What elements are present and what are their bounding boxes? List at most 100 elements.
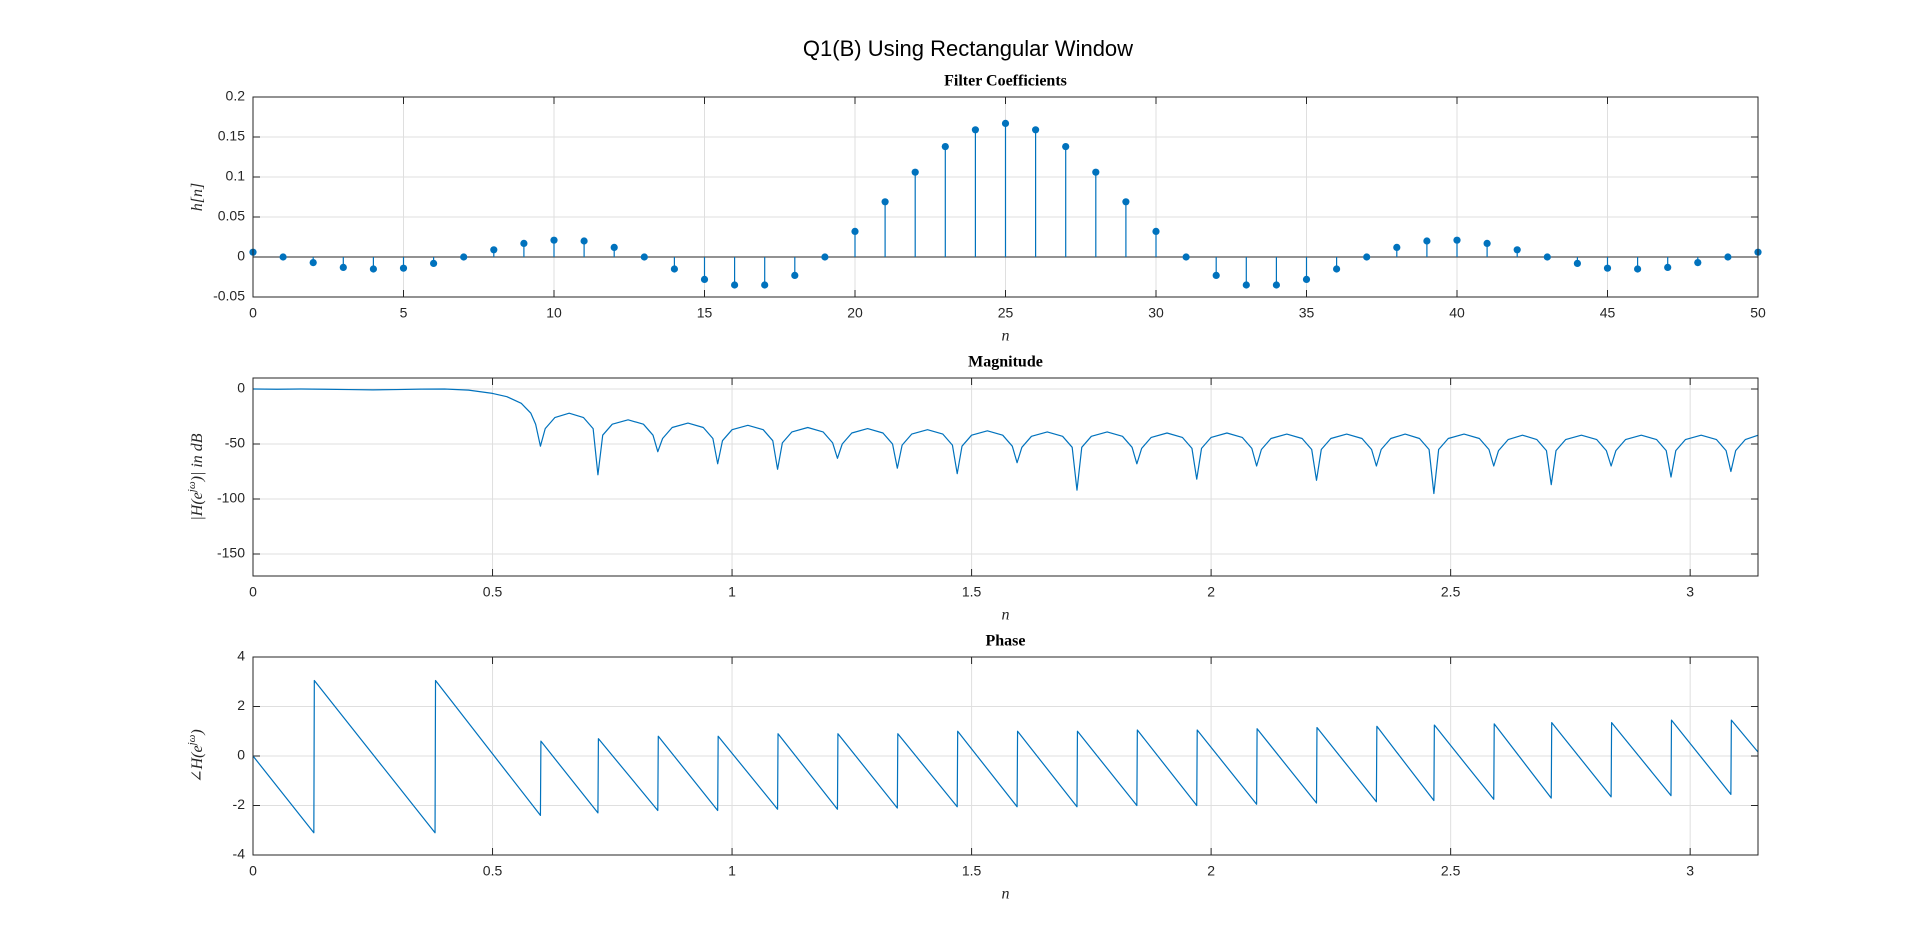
plot-area bbox=[253, 378, 1758, 576]
stem-marker bbox=[941, 143, 949, 151]
y-axis-label: ∠H(ejω) bbox=[186, 729, 206, 783]
stem-marker bbox=[1483, 239, 1491, 247]
y-tick-label: 0 bbox=[237, 248, 245, 264]
y-axis-label-part: ∠H(e bbox=[189, 745, 206, 782]
x-tick-label: 0 bbox=[249, 584, 257, 600]
x-tick-label: 35 bbox=[1299, 305, 1315, 321]
subplot-title: Filter Coefficients bbox=[944, 73, 1067, 90]
stem-marker bbox=[761, 281, 769, 289]
stem-marker bbox=[700, 275, 709, 283]
stem-marker bbox=[731, 281, 739, 289]
x-tick-label: 1.5 bbox=[962, 863, 982, 879]
y-tick-label: -150 bbox=[217, 545, 245, 561]
y-tick-label: 0.15 bbox=[218, 128, 245, 144]
y-tick-label: 0 bbox=[237, 380, 245, 396]
x-tick-label: 0.5 bbox=[483, 584, 503, 600]
y-tick-label: 4 bbox=[237, 648, 245, 664]
x-axis-label: n bbox=[1002, 328, 1010, 345]
y-tick-label: -50 bbox=[225, 435, 245, 451]
stem-marker bbox=[1062, 143, 1070, 151]
stem-marker bbox=[1453, 236, 1461, 244]
y-axis-label-part: )| in dB bbox=[189, 433, 206, 482]
stem-marker bbox=[911, 168, 919, 176]
x-tick-label: 50 bbox=[1750, 305, 1766, 321]
stem-marker bbox=[1513, 246, 1521, 254]
x-tick-label: 0 bbox=[249, 305, 257, 321]
x-tick-label: 2.5 bbox=[1441, 584, 1461, 600]
x-tick-label: 5 bbox=[400, 305, 408, 321]
y-tick-label: 0.1 bbox=[226, 168, 246, 184]
y-axis-label: |H(ejω)| in dB bbox=[186, 433, 206, 520]
y-axis-label-part: |H(e bbox=[189, 492, 206, 520]
x-tick-label: 10 bbox=[546, 305, 562, 321]
stem-marker bbox=[430, 259, 438, 267]
data-line bbox=[253, 679, 1758, 834]
stem-marker bbox=[1212, 271, 1220, 279]
stem-marker bbox=[1363, 253, 1371, 261]
y-axis-label-part: jω bbox=[186, 734, 198, 747]
data-layer bbox=[253, 388, 1758, 495]
stem-marker bbox=[369, 265, 377, 273]
data-layer bbox=[253, 679, 1758, 834]
x-tick-label: 1.5 bbox=[962, 584, 982, 600]
y-tick-label: 0.05 bbox=[218, 208, 245, 224]
x-tick-label: 3 bbox=[1686, 863, 1694, 879]
stem-marker bbox=[1724, 253, 1732, 261]
stem-marker bbox=[1393, 243, 1401, 251]
stem-marker bbox=[881, 198, 889, 206]
x-tick-label: 2 bbox=[1207, 863, 1215, 879]
stem-marker bbox=[580, 237, 588, 245]
stem-marker bbox=[399, 264, 408, 272]
stem-marker bbox=[520, 239, 528, 247]
stem-marker bbox=[1032, 126, 1040, 134]
y-tick-label: 0 bbox=[237, 747, 245, 763]
y-tick-label: -2 bbox=[233, 796, 246, 812]
stem-marker bbox=[640, 253, 648, 261]
y-tick-label: -4 bbox=[233, 846, 246, 862]
axes-box bbox=[252, 377, 1759, 577]
y-tick-label: 0.2 bbox=[226, 88, 246, 104]
y-axis-label-part: jω bbox=[186, 481, 198, 494]
stem-marker bbox=[550, 236, 558, 244]
y-axis-label-part: ) bbox=[189, 729, 206, 735]
stem-marker bbox=[791, 271, 799, 279]
x-tick-label: 1 bbox=[728, 863, 736, 879]
stem-marker bbox=[610, 243, 618, 251]
x-tick-label: 3 bbox=[1686, 584, 1694, 600]
x-tick-label: 0 bbox=[249, 863, 257, 879]
x-tick-label: 25 bbox=[998, 305, 1014, 321]
stem-marker bbox=[1573, 259, 1581, 267]
stem-marker bbox=[490, 246, 498, 254]
y-axis-label-part: h[n] bbox=[189, 183, 206, 211]
x-tick-label: 40 bbox=[1449, 305, 1465, 321]
x-tick-label: 1 bbox=[728, 584, 736, 600]
x-tick-label: 30 bbox=[1148, 305, 1164, 321]
x-tick-label: 2 bbox=[1207, 584, 1215, 600]
stem-marker bbox=[971, 126, 980, 134]
stem-marker bbox=[1302, 275, 1311, 283]
stem-marker bbox=[851, 227, 859, 235]
stem-marker bbox=[1272, 281, 1280, 289]
y-axis-label: h[n] bbox=[189, 183, 206, 211]
stem-marker bbox=[339, 263, 347, 271]
x-axis-label: n bbox=[1002, 886, 1010, 903]
stem-marker bbox=[1543, 253, 1551, 261]
stem-marker bbox=[1092, 168, 1100, 176]
y-tick-label: 2 bbox=[237, 697, 245, 713]
y-tick-label: -0.05 bbox=[213, 288, 245, 304]
stem-marker bbox=[1001, 119, 1010, 127]
axes: 0 5 10 15 20 25 30 35 40 45 50-0.0500.050.10.150.2… bbox=[189, 73, 1766, 345]
figure-title: Q1(B) Using Rectangular Window bbox=[803, 36, 1133, 61]
stem-marker bbox=[1242, 281, 1250, 289]
subplot-title: Magnitude bbox=[968, 354, 1043, 371]
x-tick-label: 20 bbox=[847, 305, 863, 321]
stem-marker bbox=[821, 253, 829, 261]
x-axis-label: n bbox=[1002, 607, 1010, 624]
stem-marker bbox=[1603, 264, 1612, 272]
stem-marker bbox=[309, 259, 317, 267]
x-tick-label: 2.5 bbox=[1441, 863, 1461, 879]
stem-marker bbox=[279, 253, 287, 261]
x-tick-label: 45 bbox=[1600, 305, 1616, 321]
